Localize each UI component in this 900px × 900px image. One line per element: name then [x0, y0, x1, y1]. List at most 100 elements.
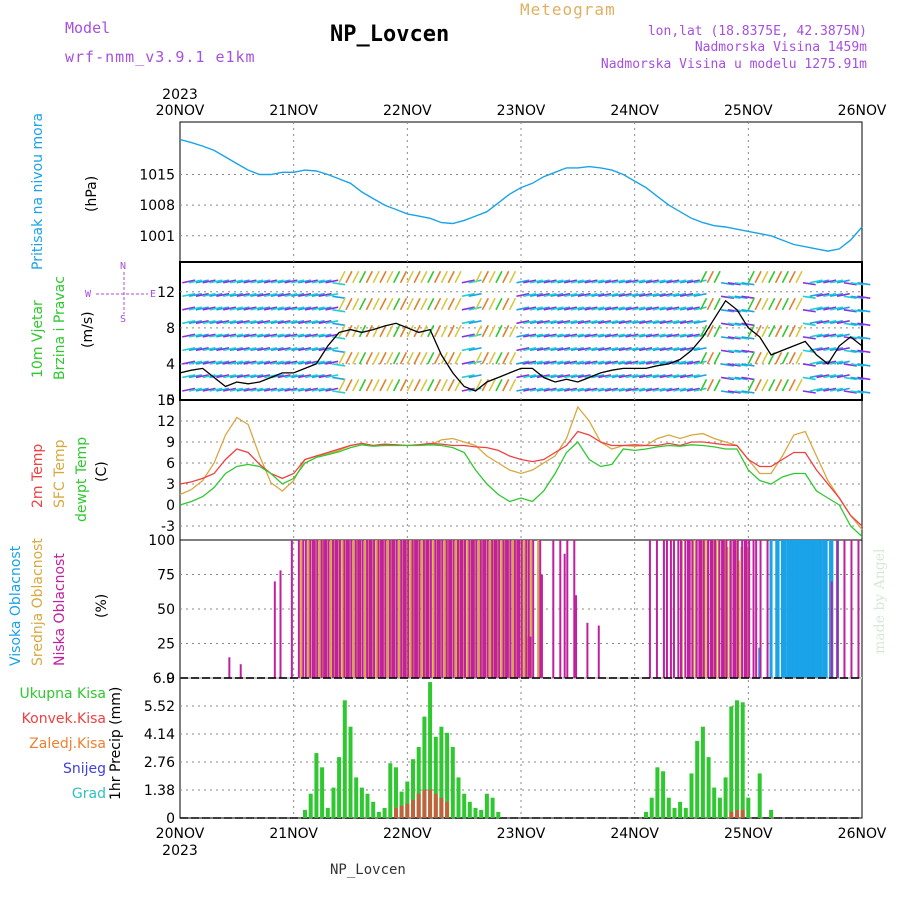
- wind-barb: [666, 292, 680, 298]
- wind-barb: [693, 360, 707, 365]
- wind-barb: [591, 333, 605, 338]
- wind-barb: [720, 363, 735, 367]
- wind-barb: [543, 279, 557, 284]
- wind-barb: [720, 336, 735, 340]
- wind-barb: [318, 279, 332, 284]
- wind-barb: [713, 270, 721, 284]
- wind-barb: [618, 360, 632, 365]
- wind-barb: [421, 339, 427, 351]
- wind-barb: [401, 312, 407, 324]
- wind-barb: [570, 374, 584, 379]
- wind-barb: [591, 387, 605, 392]
- elevation-label: Nadmorska Visina 1459m: [694, 40, 867, 55]
- wind-barb: [435, 285, 441, 297]
- wind-barb: [536, 347, 550, 352]
- wind-barb: [298, 306, 312, 311]
- wind-barb: [223, 292, 237, 298]
- wind-barb: [263, 306, 278, 311]
- top-time-label: 21NOV: [269, 103, 318, 119]
- wind-barb: [850, 281, 864, 286]
- wind-barb: [809, 306, 823, 311]
- wind-barb: [291, 333, 305, 338]
- wind-barb: [468, 333, 482, 338]
- wind-barb: [277, 292, 291, 298]
- wind-barb: [447, 351, 455, 365]
- wind-barb: [407, 339, 413, 351]
- wind-barb: [250, 292, 264, 298]
- wind-barb: [706, 379, 715, 392]
- wind-barb: [611, 279, 625, 284]
- cloud-tick-label: 0: [166, 671, 175, 687]
- wind-barb: [223, 306, 237, 311]
- wind-barb: [346, 312, 352, 324]
- wind-barb: [495, 297, 503, 311]
- wind-barb: [339, 339, 345, 351]
- wind-barb: [516, 347, 530, 352]
- wind-barb: [762, 366, 768, 378]
- wind-barb: [399, 379, 408, 392]
- wind-barb: [454, 324, 462, 338]
- wind-barb: [734, 322, 748, 327]
- bottom-time-label: 25NOV: [724, 826, 773, 842]
- wind-barb: [543, 347, 557, 352]
- precip-total-bar: [376, 811, 381, 818]
- wind-barb: [379, 379, 387, 392]
- wind-barb: [372, 297, 380, 311]
- wind-barb: [277, 387, 291, 392]
- wind-barb: [591, 374, 605, 379]
- wind-barb: [645, 360, 659, 365]
- wind-barb: [816, 347, 830, 352]
- wind-barb: [257, 374, 271, 379]
- precip-tick-label: 1.38: [144, 783, 175, 799]
- bottom-year-label: 2023: [162, 843, 198, 859]
- precip-total-bar: [405, 781, 410, 818]
- wind-barb: [346, 339, 352, 351]
- wind-barb: [755, 285, 761, 297]
- wind-barb: [223, 374, 237, 379]
- wind-barb: [461, 347, 475, 352]
- wind-barb: [543, 387, 557, 392]
- pressure-unit: (hPa): [84, 175, 100, 212]
- wind-barb: [789, 312, 795, 324]
- wind-barb: [441, 285, 447, 297]
- wind-barb: [850, 363, 864, 367]
- wind-barb: [188, 374, 202, 379]
- wind-barb: [406, 324, 414, 338]
- precip-total-bar: [496, 811, 501, 818]
- wind-barb: [618, 279, 632, 284]
- wind-barb: [427, 351, 435, 365]
- wind-barb: [332, 349, 346, 354]
- wind-tick-label: 4: [166, 357, 175, 373]
- wind-barb: [625, 279, 639, 284]
- wind-barb: [263, 360, 278, 365]
- temp-tick-label: 15: [157, 393, 175, 409]
- wind-barb: [529, 387, 543, 392]
- wind-barb: [229, 320, 243, 325]
- wind-barb: [406, 351, 414, 365]
- wind-barb: [789, 285, 795, 297]
- precip-total-bar: [450, 747, 455, 818]
- wind-barb: [645, 306, 659, 311]
- station-title: NP_Lovcen: [330, 22, 450, 47]
- wind-barb: [857, 349, 871, 354]
- wind-barb: [618, 374, 632, 379]
- wind-barb: [195, 333, 209, 338]
- wind-barb: [386, 324, 394, 338]
- wind-barb: [625, 360, 639, 365]
- precip-total-bar: [348, 726, 353, 818]
- wind-barb: [360, 339, 366, 351]
- wind-barb: [598, 306, 612, 311]
- wind-barb: [747, 297, 755, 311]
- wind-barb: [536, 320, 550, 325]
- wind-barb: [720, 349, 735, 354]
- precip-total-bar: [320, 767, 325, 818]
- wind-barb: [748, 339, 754, 351]
- wind-barb: [304, 279, 318, 284]
- precip-total-bar: [706, 757, 711, 818]
- wind-barb: [372, 351, 380, 365]
- wind-barb: [591, 292, 605, 298]
- wind-barb: [250, 333, 264, 338]
- wind-barb: [645, 374, 659, 379]
- wind-barb: [366, 312, 372, 324]
- wind-barb: [387, 312, 393, 324]
